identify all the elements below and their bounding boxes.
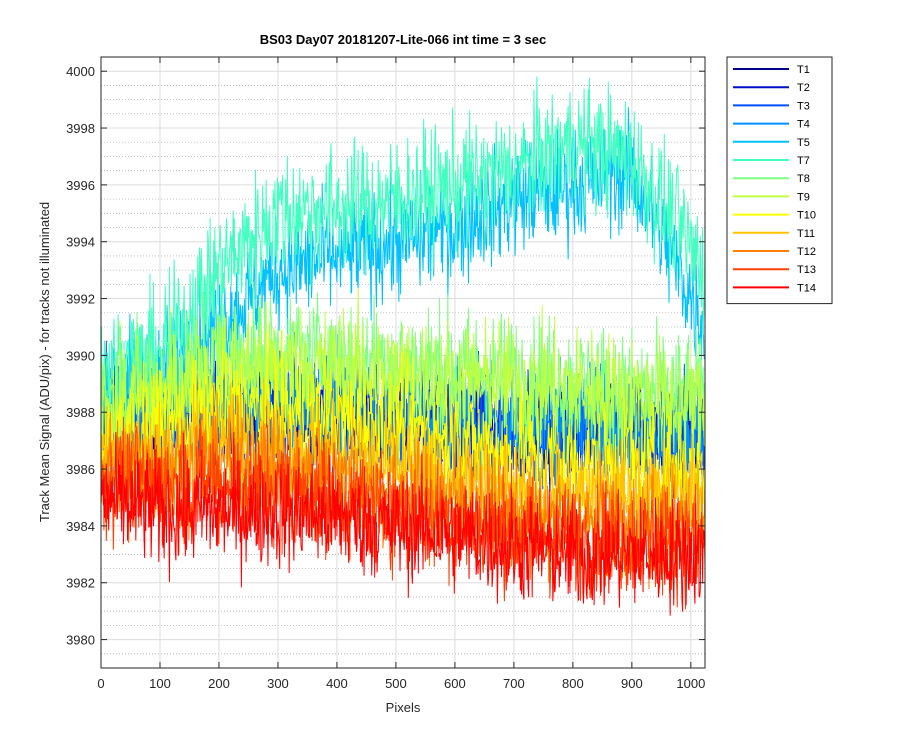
legend-label-t7: T7 <box>797 155 810 167</box>
x-tick-label: 1000 <box>676 676 705 691</box>
x-tick-label: 300 <box>267 676 289 691</box>
y-tick-label: 3982 <box>66 576 95 591</box>
x-tick-label: 700 <box>503 676 525 691</box>
legend: T1 T2 T3 T4 T5 T7 T8 T9 T10 T11 T12 T13 T14 <box>726 56 833 305</box>
x-tick-label: 200 <box>208 676 230 691</box>
series-line-t11 <box>100 377 706 571</box>
legend-label-t10: T10 <box>797 210 816 222</box>
y-tick-label: 3980 <box>66 633 95 648</box>
x-tick-label: 500 <box>385 676 407 691</box>
legend-label-t11: T11 <box>797 228 815 240</box>
y-tick-label: 3990 <box>66 348 95 363</box>
plot-border <box>100 56 706 669</box>
legend-label-t3: T3 <box>797 100 810 112</box>
y-tick-label: 3988 <box>66 405 95 420</box>
legend-label-t13: T13 <box>797 264 816 276</box>
x-axis-title: Pixels <box>386 700 421 715</box>
x-tick-label: 0 <box>97 676 104 691</box>
x-tick-label: 600 <box>444 676 466 691</box>
y-tick-label: 3994 <box>66 235 95 250</box>
y-tick-label: 3984 <box>66 519 95 534</box>
legend-label-t1: T1 <box>797 64 810 76</box>
legend-label-t8: T8 <box>797 173 810 185</box>
legend-label-t2: T2 <box>797 82 810 94</box>
x-tick-label: 900 <box>621 676 643 691</box>
legend-label-t4: T4 <box>797 119 810 131</box>
legend-label-t12: T12 <box>797 246 816 258</box>
y-tick-label: 3996 <box>66 178 95 193</box>
x-tick-label: 400 <box>326 676 348 691</box>
axis-ticks: 0 100 200 300 400 500 600 700 800 900 1000 3980 3982… <box>66 57 705 691</box>
legend-label-t14: T14 <box>797 282 816 294</box>
series-line-t14 <box>100 431 706 616</box>
legend-label-t5: T5 <box>797 137 810 149</box>
series-layer <box>100 76 706 616</box>
y-tick-label: 3998 <box>66 121 95 136</box>
legend-box <box>726 56 833 305</box>
chart-title: BS03 Day07 20181207-Lite-066 int time = … <box>260 32 547 47</box>
y-tick-label: 4000 <box>66 64 95 79</box>
x-tick-label: 800 <box>562 676 584 691</box>
y-tick-label: 3992 <box>66 292 95 307</box>
plot-area: 0 100 200 300 400 500 600 700 800 900 1000 3980 3982… <box>66 56 706 691</box>
legend-label-t9: T9 <box>797 191 810 203</box>
series-line-t7 <box>100 76 706 447</box>
y-tick-label: 3986 <box>66 462 95 477</box>
x-tick-label: 100 <box>149 676 171 691</box>
y-axis-title: Track Mean Signal (ADU/pix) - for tracks… <box>37 202 52 522</box>
